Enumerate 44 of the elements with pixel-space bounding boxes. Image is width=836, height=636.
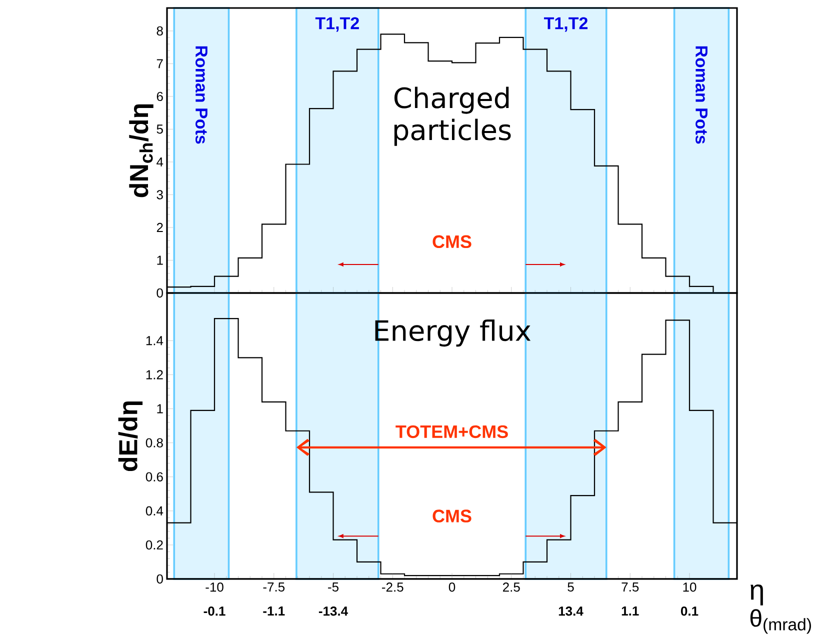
y-tick-label: 1 (157, 404, 163, 414)
y-tick-label: 0.8 (146, 438, 163, 448)
text: 0.1 (680, 606, 698, 616)
x-tick-label: 10 (683, 582, 696, 592)
y-tick-label: 8 (156, 26, 163, 36)
x-axis-title: η (750, 584, 763, 606)
y-tick-label: 0 (156, 288, 163, 298)
y-tick-label: 0.2 (146, 540, 163, 550)
x-tick-label: -7.5 (263, 582, 285, 592)
y-tick-label: 1.2 (146, 370, 163, 380)
text: 13.4 (558, 606, 584, 616)
annotation: CMS (432, 235, 472, 248)
y-tick-label: 7 (156, 59, 163, 68)
y-tick-label: 3 (156, 190, 163, 200)
x-tick-label: -2.5 (382, 582, 404, 592)
text: -13.4 (318, 606, 348, 616)
x-tick-label: -10 (206, 582, 224, 592)
band-label: Roman Pots (196, 46, 208, 144)
y-axis-title: dE/dη (118, 401, 143, 472)
band-label: Roman Pots (696, 46, 708, 144)
x-tick-label: 0 (448, 582, 456, 592)
annotation: CMS (432, 510, 472, 522)
y-tick-label: 6 (156, 92, 163, 102)
y-tick-label: 0 (156, 574, 163, 584)
y-tick-label: 2 (156, 222, 163, 232)
y-tick-label: 5 (156, 124, 163, 134)
annotation: TOTEM+CMS (396, 425, 508, 438)
text: θ$_{(mrad)}$ (750, 609, 811, 634)
x-tick-label: 5 (568, 582, 574, 592)
y-tick-label: 1 (157, 256, 163, 265)
y-tick-label: 0.4 (146, 506, 164, 516)
x-tick-label: 7.5 (622, 582, 639, 592)
text: 1.1 (622, 606, 639, 616)
band-label: T1,T2 (544, 17, 588, 32)
y-axis-title: dN$_{ch}$/dη (129, 104, 154, 198)
annotation: Charged particles (394, 86, 511, 146)
text: -0.1 (204, 606, 226, 616)
x-tick-label: 2.5 (503, 582, 520, 592)
band-label: T1,T2 (315, 17, 359, 32)
y-tick-label: 1.4 (146, 336, 164, 346)
y-tick-label: 0.6 (146, 472, 163, 482)
text: -1.1 (263, 606, 285, 616)
y-tick-label: 4 (156, 157, 164, 166)
x-tick-label: -5 (328, 582, 338, 592)
